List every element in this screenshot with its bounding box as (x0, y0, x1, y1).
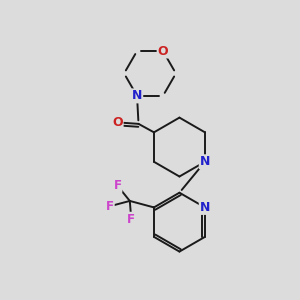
Text: F: F (106, 200, 114, 213)
Text: F: F (127, 213, 135, 226)
Text: N: N (200, 155, 210, 168)
Text: N: N (132, 89, 142, 102)
Text: F: F (113, 179, 122, 192)
Text: N: N (200, 201, 210, 214)
Text: O: O (112, 116, 123, 129)
Text: O: O (158, 44, 168, 58)
